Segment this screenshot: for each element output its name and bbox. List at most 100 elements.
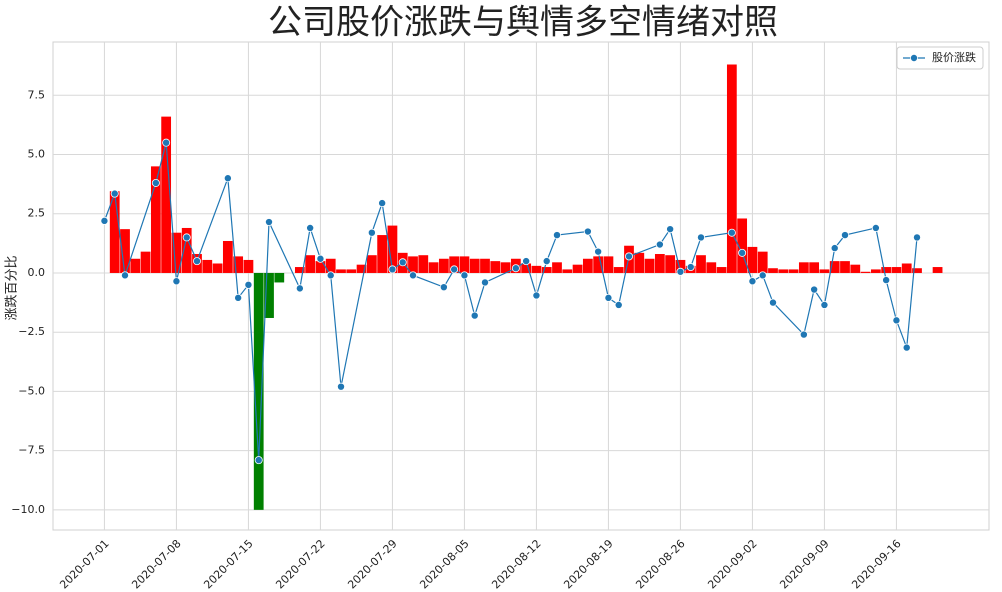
point [604, 293, 613, 302]
bar [150, 166, 161, 273]
y-tick-label: 5.0 [28, 148, 46, 161]
bar [644, 258, 655, 273]
bar [932, 267, 943, 273]
point [748, 277, 757, 286]
bar [428, 262, 439, 273]
point [769, 298, 778, 307]
x-tick-label: 2020-08-05 [417, 537, 471, 591]
bar [315, 261, 326, 273]
point [162, 138, 171, 147]
bar [377, 235, 388, 273]
bar [366, 255, 377, 273]
bar [747, 246, 758, 273]
bar [264, 272, 274, 318]
bar [480, 258, 490, 273]
point [172, 277, 181, 286]
point [913, 233, 922, 242]
point [686, 263, 695, 272]
point [264, 218, 273, 227]
bar [449, 256, 460, 273]
point [758, 271, 767, 280]
bar [459, 256, 470, 273]
bar [202, 259, 213, 273]
bar [233, 256, 244, 273]
point [244, 280, 253, 289]
chart-title: 公司股价涨跌与舆情多空情绪对照 [268, 3, 778, 43]
point [192, 257, 201, 266]
bar [274, 272, 285, 283]
point [223, 174, 232, 183]
bar [253, 272, 264, 510]
bar [212, 263, 223, 273]
point [408, 271, 417, 280]
plot-frame [52, 41, 990, 531]
bar [181, 227, 192, 273]
point [542, 257, 551, 266]
x-tick-label: 2020-07-22 [273, 537, 327, 591]
point [388, 265, 397, 274]
bar [840, 261, 850, 273]
bar [490, 261, 501, 273]
bar [603, 256, 614, 273]
bar [408, 256, 418, 273]
bar [387, 225, 398, 273]
x-tick-label: 2020-07-29 [345, 537, 399, 591]
bar [798, 262, 809, 273]
bar [757, 251, 768, 273]
bar [613, 267, 624, 273]
point [583, 227, 592, 236]
point [378, 199, 387, 208]
bar [593, 256, 604, 273]
bar [346, 269, 357, 273]
bar [819, 269, 830, 273]
bar [768, 268, 778, 273]
point [841, 231, 850, 240]
point [655, 240, 664, 249]
point [676, 267, 685, 276]
bar [706, 262, 717, 273]
bar [860, 271, 871, 273]
bar [130, 258, 141, 273]
point [254, 456, 263, 465]
point [892, 316, 901, 325]
bar [500, 262, 511, 273]
x-tick-label: 2020-07-08 [129, 537, 183, 591]
point [182, 233, 191, 242]
y-tick-label: −5.0 [18, 384, 45, 397]
point [439, 283, 448, 292]
y-axis-label: 涨跌百分比 [4, 255, 20, 320]
point [450, 265, 459, 274]
bar [809, 262, 820, 273]
point [902, 343, 911, 352]
point [100, 216, 109, 225]
point [666, 225, 675, 234]
point [553, 231, 562, 240]
bar [870, 269, 881, 273]
bar [829, 261, 840, 273]
bar [665, 255, 676, 273]
bar [788, 269, 799, 273]
bar [438, 258, 449, 273]
point [336, 382, 345, 391]
point [522, 257, 531, 266]
bar [696, 255, 706, 273]
bar [654, 254, 665, 273]
point [480, 278, 489, 287]
point [727, 228, 736, 237]
point [882, 276, 891, 285]
point [511, 264, 520, 273]
x-tick-label: 2020-09-16 [849, 537, 903, 591]
bar [531, 265, 542, 273]
point [871, 223, 880, 232]
point [594, 247, 603, 256]
point [460, 271, 469, 280]
bar [356, 264, 367, 273]
bar [243, 259, 254, 273]
y-tick-label: −7.5 [18, 444, 45, 457]
bar [541, 267, 552, 273]
x-tick-label: 2020-07-15 [201, 537, 255, 591]
x-tick-label: 2020-07-01 [57, 537, 111, 591]
bar [109, 191, 120, 273]
bar [634, 252, 645, 273]
